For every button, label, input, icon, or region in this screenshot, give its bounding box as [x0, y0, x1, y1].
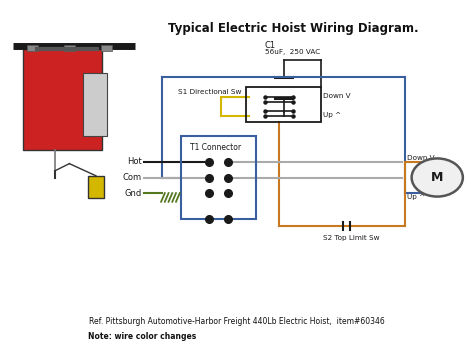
Text: C1: C1 [265, 40, 276, 49]
Bar [27, 45, 38, 51]
Text: T1 Connector: T1 Connector [191, 143, 242, 152]
Bar [23, 49, 102, 150]
Text: S2 Top Limit Sw: S2 Top Limit Sw [323, 235, 380, 241]
Text: Com: Com [122, 173, 142, 182]
Text: Gnd: Gnd [124, 189, 142, 198]
Text: Ref. Pittsburgh Automotive-Harbor Freight 440Lb Electric Hoist,  item#60346: Ref. Pittsburgh Automotive-Harbor Freigh… [89, 317, 385, 326]
Circle shape [411, 158, 463, 197]
Text: Note: wire color changes: Note: wire color changes [88, 333, 196, 342]
Text: M: M [431, 171, 443, 184]
Text: S1 Directional Sw: S1 Directional Sw [178, 89, 242, 95]
Bar [101, 45, 112, 51]
Text: Hot: Hot [127, 157, 142, 166]
Text: Down V: Down V [323, 93, 351, 99]
Text: Up ^: Up ^ [407, 193, 425, 200]
Text: Up ^: Up ^ [323, 112, 341, 118]
Text: 56uF,  250 VAC: 56uF, 250 VAC [265, 49, 320, 55]
Bar [83, 73, 107, 136]
Bar [246, 87, 321, 122]
Bar [181, 136, 255, 219]
Text: Typical Electric Hoist Wiring Diagram.: Typical Electric Hoist Wiring Diagram. [168, 22, 418, 35]
Bar [64, 45, 75, 51]
Text: Down V: Down V [407, 155, 435, 162]
Bar [88, 176, 104, 198]
